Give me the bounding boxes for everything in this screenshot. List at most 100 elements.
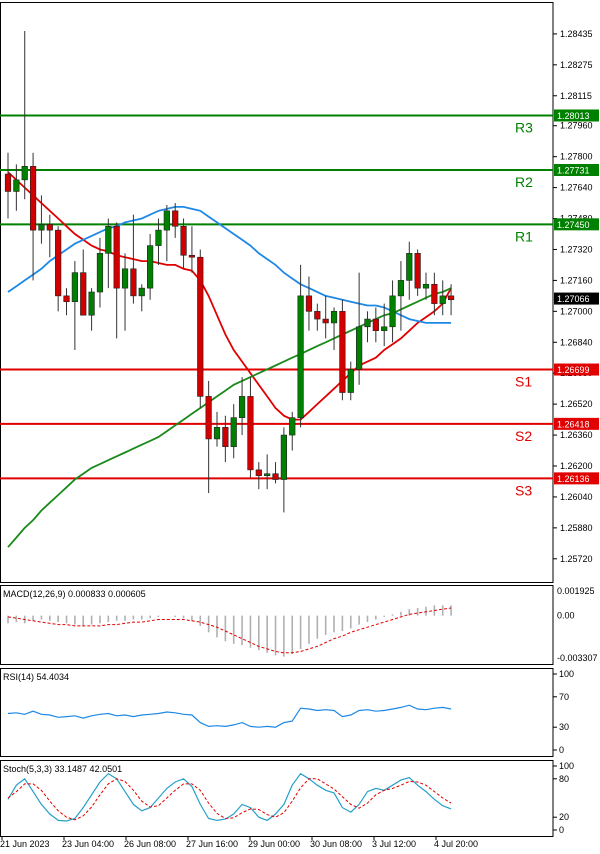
rsi-title: RSI(14) 54.4034	[3, 672, 69, 682]
candle	[297, 264, 304, 428]
candle	[330, 307, 338, 350]
candle-body-down	[55, 229, 62, 297]
macd-tick-label: -0.003307	[557, 653, 598, 663]
price-tick-label: 1.27000	[560, 306, 593, 316]
candle-body-up	[406, 253, 413, 281]
candle-body-up	[105, 225, 112, 254]
candle	[247, 377, 254, 478]
level-name-r2: R2	[515, 174, 533, 190]
candle-body-up	[38, 224, 45, 231]
stoch-k-line	[7, 772, 452, 822]
candle	[264, 454, 271, 490]
stoch-tick-label: 20	[559, 812, 569, 822]
level-name-r3: R3	[515, 119, 533, 135]
stoch-title: Stoch(5,3,3) 33.1487 42.0501	[3, 764, 122, 774]
candle-body-up	[163, 210, 170, 231]
candle-body-down	[180, 225, 187, 256]
candle-body-up	[347, 369, 354, 393]
candle-body-up	[13, 179, 20, 192]
candle-body-up	[356, 326, 363, 370]
candle	[222, 415, 229, 463]
price-tick-label: 1.28115	[560, 91, 592, 101]
candle	[130, 214, 137, 304]
candle	[29, 152, 37, 281]
candle-body-down	[29, 166, 37, 231]
current-price-box	[554, 292, 599, 305]
candle-body-up	[289, 417, 296, 436]
candle	[46, 214, 53, 258]
candle	[197, 249, 204, 408]
candle-body-up	[364, 318, 371, 328]
candle-body-up	[389, 295, 396, 328]
price-tick-label: 1.25880	[560, 523, 593, 533]
level-price-box	[554, 363, 599, 376]
candle-body-up	[280, 434, 287, 480]
candle	[414, 249, 421, 296]
stoch-tick-label: 80	[559, 774, 569, 784]
candle-body-down	[414, 253, 421, 289]
price-tick-label: 1.27960	[560, 121, 593, 131]
rsi-panel-frame	[0, 668, 554, 757]
level-name-r1: R1	[515, 228, 533, 244]
candle	[439, 280, 446, 316]
candle-body-down	[46, 224, 53, 231]
candle-body-up	[397, 280, 405, 297]
candle	[356, 272, 363, 385]
candle	[172, 203, 179, 238]
level-name-s1: S1	[515, 374, 532, 390]
price-tick-label: 1.28435	[560, 29, 593, 39]
price-tick-label: 1.26040	[560, 492, 593, 502]
candle-body-down	[130, 268, 137, 297]
level-price-box	[554, 417, 599, 430]
candle	[13, 164, 20, 211]
x-axis-label: 26 Jun 08:00	[124, 839, 176, 849]
level-price-label: 1.26418	[557, 419, 590, 429]
macd-panel-frame	[0, 585, 554, 665]
candle-body-up	[71, 272, 78, 302]
stoch-d-line	[7, 778, 452, 821]
candle-body-down	[113, 225, 120, 289]
candle-body-up	[155, 229, 162, 246]
candle-body-up	[88, 291, 95, 316]
candle	[381, 303, 388, 347]
candle	[406, 241, 413, 300]
candle	[147, 234, 154, 300]
candle	[447, 284, 455, 316]
candle	[138, 284, 145, 312]
rsi-tick-label: 100	[559, 669, 574, 679]
x-axis-label: 30 Jun 08:00	[310, 839, 362, 849]
candle-body-down	[63, 295, 70, 302]
candle-body-down	[255, 469, 262, 476]
level-price-label: 1.28013	[557, 111, 590, 121]
candle	[431, 272, 438, 316]
candle-body-down	[322, 318, 329, 324]
candle-body-up	[230, 417, 237, 447]
candle	[305, 276, 313, 331]
candle-body-up	[238, 396, 246, 418]
candle	[230, 404, 237, 459]
x-axis-label: 27 Jun 16:00	[186, 839, 238, 849]
candle-body-down	[172, 210, 179, 227]
candle	[180, 218, 187, 269]
candle	[80, 249, 87, 316]
rsi-line	[7, 704, 452, 728]
macd-signal-line	[7, 607, 452, 654]
candle	[289, 411, 296, 451]
candle	[280, 427, 287, 513]
candle	[372, 307, 379, 343]
price-tick-label: 1.27320	[560, 244, 593, 254]
candle	[63, 288, 70, 316]
stoch-panel-frame	[0, 760, 554, 837]
x-axis-label: 23 Jun 04:00	[62, 839, 114, 849]
candle-body-up	[381, 326, 388, 331]
price-tick-label: 1.26520	[560, 399, 593, 409]
candle-body-down	[272, 473, 279, 480]
x-axis-label: 29 Jun 00:00	[248, 839, 300, 849]
x-axis-label: 4 Jul 20:00	[434, 839, 478, 849]
moving-average-line	[7, 171, 452, 421]
candle	[422, 272, 430, 300]
price-tick-label: 1.26360	[560, 430, 593, 440]
candle	[272, 462, 279, 484]
moving-average-line	[7, 287, 452, 548]
candle-body-down	[431, 283, 438, 304]
